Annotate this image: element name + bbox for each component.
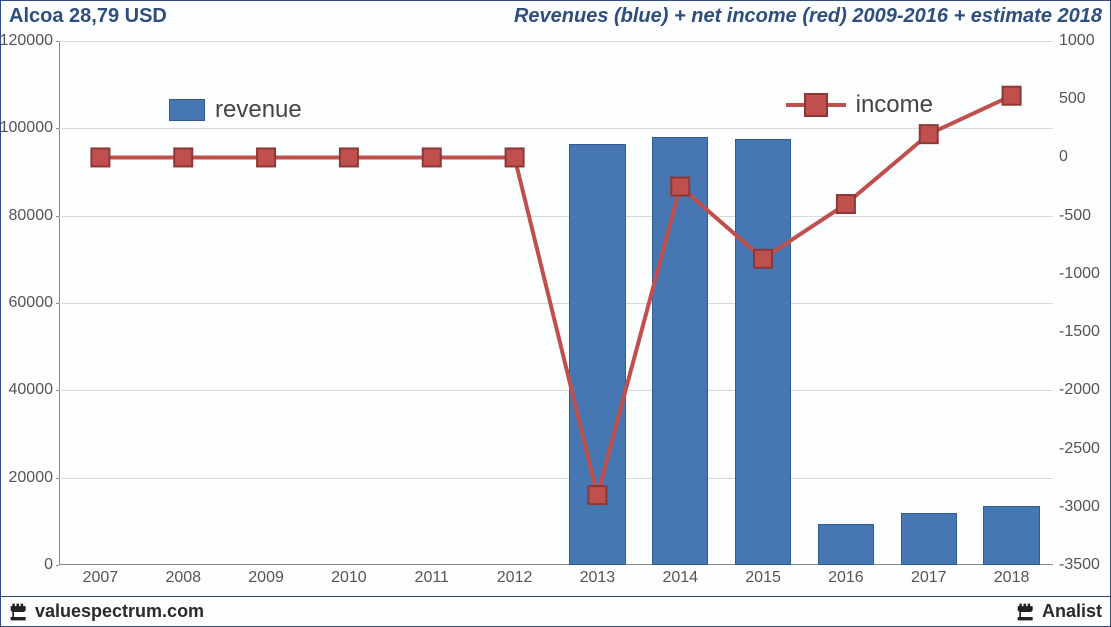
income-marker bbox=[257, 148, 275, 166]
y-left-label: 0 bbox=[44, 556, 59, 574]
header-title: Revenues (blue) + net income (red) 2009-… bbox=[514, 5, 1102, 28]
x-label: 2015 bbox=[745, 565, 781, 587]
rook-icon bbox=[9, 602, 29, 622]
income-marker bbox=[920, 125, 938, 143]
income-marker bbox=[91, 148, 109, 166]
y-left-label: 40000 bbox=[9, 381, 60, 399]
y-right-label: -2000 bbox=[1053, 381, 1100, 399]
y-right-label: -500 bbox=[1053, 207, 1091, 225]
x-label: 2007 bbox=[83, 565, 119, 587]
x-label: 2017 bbox=[911, 565, 947, 587]
income-marker bbox=[671, 178, 689, 196]
header-ticker: Alcoa 28,79 USD bbox=[9, 5, 167, 28]
x-label: 2008 bbox=[165, 565, 201, 587]
y-right-label: -1000 bbox=[1053, 265, 1100, 283]
x-label: 2011 bbox=[415, 565, 449, 587]
y-right-label: -3000 bbox=[1053, 498, 1100, 516]
line-overlay bbox=[59, 41, 1053, 565]
income-line bbox=[100, 96, 1011, 495]
y-left-label: 20000 bbox=[9, 469, 60, 487]
y-right-label: 1000 bbox=[1053, 32, 1095, 50]
footer-right-text: Analist bbox=[1042, 601, 1102, 622]
y-right-label: 500 bbox=[1053, 90, 1086, 108]
x-label: 2016 bbox=[828, 565, 864, 587]
footer-left: valuespectrum.com bbox=[9, 601, 204, 622]
x-label: 2012 bbox=[497, 565, 533, 587]
y-right-label: 0 bbox=[1053, 148, 1068, 166]
x-label: 2009 bbox=[248, 565, 284, 587]
income-marker bbox=[754, 250, 772, 268]
chart-frame: Alcoa 28,79 USD Revenues (blue) + net in… bbox=[0, 0, 1111, 627]
x-label: 2013 bbox=[580, 565, 616, 587]
y-right-label: -3500 bbox=[1053, 556, 1100, 574]
income-marker bbox=[1003, 87, 1021, 105]
y-left-label: 120000 bbox=[0, 32, 59, 50]
chart-footer: valuespectrum.com Analist bbox=[1, 596, 1110, 626]
income-marker bbox=[174, 148, 192, 166]
x-label: 2010 bbox=[331, 565, 367, 587]
income-marker bbox=[588, 486, 606, 504]
income-marker bbox=[340, 148, 358, 166]
chart-header: Alcoa 28,79 USD Revenues (blue) + net in… bbox=[1, 1, 1110, 29]
y-left-label: 100000 bbox=[0, 119, 59, 137]
footer-right: Analist bbox=[1016, 601, 1102, 622]
y-right-label: -2500 bbox=[1053, 440, 1100, 458]
x-label: 2014 bbox=[662, 565, 698, 587]
x-label: 2018 bbox=[994, 565, 1030, 587]
y-left-label: 80000 bbox=[9, 207, 60, 225]
income-marker bbox=[423, 148, 441, 166]
income-marker bbox=[837, 195, 855, 213]
income-marker bbox=[506, 148, 524, 166]
y-left-label: 60000 bbox=[9, 294, 60, 312]
footer-left-text: valuespectrum.com bbox=[35, 601, 204, 622]
plot-area: revenue income 0200004000060000800001000… bbox=[59, 41, 1053, 565]
y-right-label: -1500 bbox=[1053, 323, 1100, 341]
rook-icon bbox=[1016, 602, 1036, 622]
